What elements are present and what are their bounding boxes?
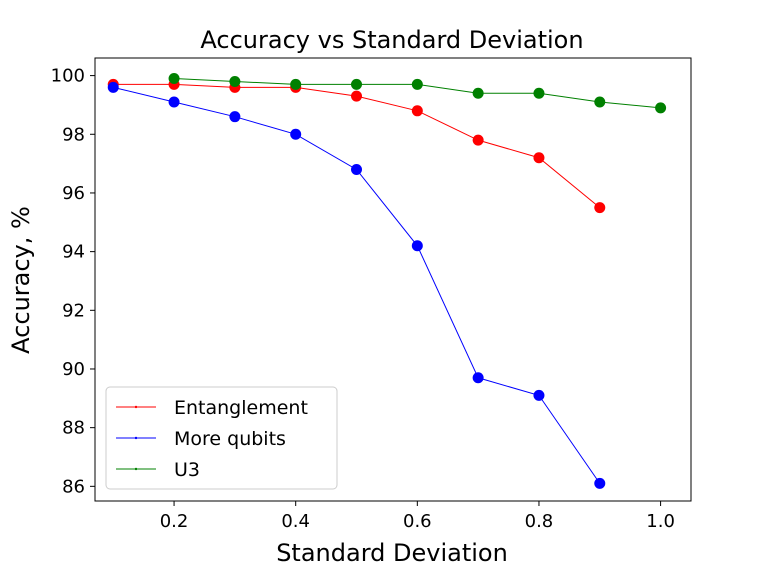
y-tick-label: 86 (62, 476, 85, 497)
data-point-entanglement (533, 152, 545, 164)
legend-marker-entanglement (134, 405, 138, 409)
x-tick-label: 0.4 (281, 511, 310, 532)
y-tick-label: 98 (62, 124, 85, 145)
y-tick-label: 90 (62, 359, 85, 380)
legend-marker-more-qubits (134, 436, 138, 440)
data-point-u3 (472, 87, 484, 99)
data-point-entanglement (594, 202, 606, 214)
x-tick-label: 0.2 (160, 511, 189, 532)
y-axis-ticks: 86 88 90 92 94 96 98 100 (51, 66, 95, 497)
data-point-more-qubits (351, 163, 363, 175)
data-point-u3 (655, 102, 667, 114)
legend-label-more-qubits: More qubits (174, 428, 286, 450)
data-point-u3 (411, 78, 423, 90)
x-tick-label: 0.8 (525, 511, 554, 532)
chart-title: Accuracy vs Standard Deviation (200, 26, 583, 54)
data-point-u3 (290, 78, 302, 90)
data-point-u3 (533, 87, 545, 99)
data-point-more-qubits (229, 111, 241, 123)
legend: Entanglement More qubits U3 (105, 386, 338, 490)
legend-marker-u3 (134, 467, 138, 471)
data-point-entanglement (411, 105, 423, 117)
data-point-more-qubits (533, 389, 545, 401)
plot-area (94, 57, 692, 502)
series-layer (107, 73, 667, 489)
x-tick-label: 1.0 (646, 511, 675, 532)
x-axis-ticks: 0.2 0.4 0.6 0.8 1.0 (160, 501, 675, 532)
data-point-more-qubits (472, 372, 484, 384)
plot-frame (94, 57, 692, 502)
data-point-more-qubits (107, 81, 119, 93)
data-point-more-qubits (290, 128, 302, 140)
data-point-more-qubits (411, 240, 423, 252)
y-tick-label: 96 (62, 183, 85, 204)
data-point-u3 (168, 73, 180, 85)
data-point-more-qubits (594, 477, 606, 489)
legend-box (105, 386, 338, 490)
data-point-u3 (594, 96, 606, 108)
data-point-u3 (229, 75, 241, 87)
x-axis-label: Standard Deviation (276, 539, 508, 563)
data-point-more-qubits (168, 96, 180, 108)
x-tick-label: 0.6 (403, 511, 432, 532)
data-point-entanglement (351, 90, 363, 102)
data-point-entanglement (472, 134, 484, 146)
y-tick-label: 100 (51, 66, 85, 87)
legend-label-entanglement: Entanglement (174, 397, 308, 419)
y-tick-label: 88 (62, 418, 85, 439)
data-point-u3 (351, 78, 363, 90)
y-axis-label: Accuracy, % (7, 206, 35, 354)
y-tick-label: 94 (62, 242, 85, 263)
legend-label-u3: U3 (174, 459, 200, 481)
y-tick-label: 92 (62, 300, 85, 321)
